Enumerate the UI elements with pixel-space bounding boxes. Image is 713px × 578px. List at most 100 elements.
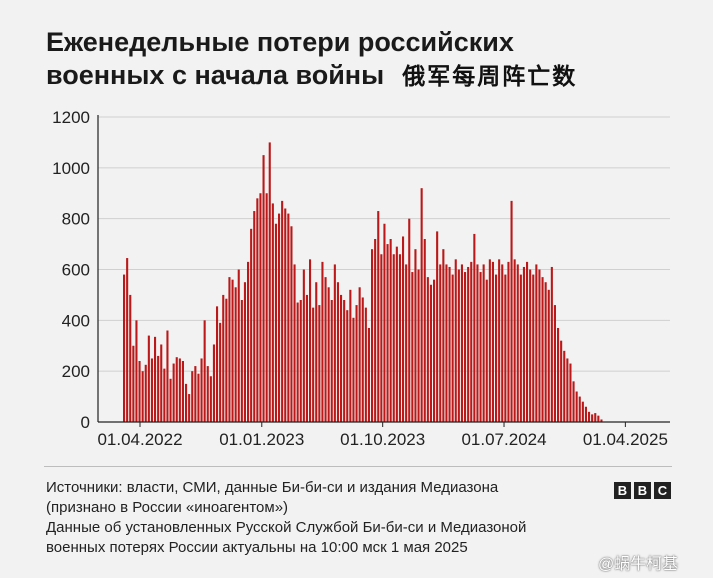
bar: [507, 261, 510, 423]
bar: [169, 378, 172, 422]
bar: [296, 302, 299, 422]
bbc-logo: B B C: [614, 482, 671, 499]
bar: [309, 259, 312, 422]
bar: [426, 277, 429, 423]
bar: [464, 272, 467, 422]
y-tick-label: 800: [62, 210, 90, 229]
bar: [553, 305, 556, 422]
bar: [442, 249, 445, 422]
weekly-losses-bar-chart: 0 200 400 600 800 1000 1200 01.04.2022 01.01.20…: [52, 108, 670, 449]
bar: [513, 259, 516, 422]
bar: [194, 366, 197, 422]
source-line-1: Источники: власти, СМИ, данные Би-би-си …: [46, 479, 499, 496]
bar: [212, 344, 215, 422]
bar: [482, 264, 485, 422]
bar: [228, 277, 231, 423]
bar: [144, 364, 147, 422]
source-line-2: (признано в России «иноагентом»): [46, 499, 289, 516]
bar: [597, 415, 600, 422]
bar: [185, 383, 188, 423]
y-tick-label: 1000: [52, 159, 90, 178]
source-line-4: военных потерях России актуальны на 10:0…: [46, 539, 468, 556]
bar: [476, 264, 479, 422]
bar: [470, 261, 473, 423]
bar: [324, 277, 327, 423]
bar: [209, 376, 212, 422]
chart-title-line-2: военных с начала войны 俄军每周阵亡数: [46, 59, 686, 93]
bar: [479, 272, 482, 422]
bar: [436, 231, 439, 423]
bar: [417, 269, 420, 422]
bar: [312, 307, 315, 423]
bar: [355, 305, 358, 422]
bar: [138, 361, 141, 422]
bar: [578, 396, 581, 422]
bar: [560, 340, 563, 422]
bar: [473, 233, 476, 422]
bar: [274, 223, 277, 422]
bar: [349, 289, 352, 422]
bar: [411, 272, 414, 422]
bar: [423, 239, 426, 422]
bar: [240, 300, 243, 422]
bar: [219, 322, 222, 423]
bar: [154, 336, 157, 422]
bar: [538, 269, 541, 422]
bar: [191, 371, 194, 422]
bar: [374, 239, 377, 422]
bar: [504, 274, 507, 422]
bar: [572, 381, 575, 422]
bar: [188, 394, 191, 422]
bar: [420, 188, 423, 422]
bar: [126, 258, 129, 422]
y-axis: 0 200 400 600 800 1000 1200: [52, 108, 99, 432]
y-tick-label: 0: [81, 413, 90, 432]
bar: [321, 261, 324, 423]
watermark-text: @蜗牛柯基: [598, 556, 679, 573]
bar: [175, 357, 178, 422]
bar: [352, 317, 355, 422]
x-tick-label: 01.04.2022: [97, 430, 182, 449]
bar: [250, 228, 253, 422]
bar: [290, 226, 293, 422]
bar: [340, 294, 343, 422]
bar: [157, 355, 160, 422]
bar: [383, 223, 386, 422]
bar: [563, 350, 566, 422]
bar: [588, 411, 591, 422]
bar: [265, 193, 268, 422]
bar: [268, 142, 271, 423]
bar: [557, 327, 560, 422]
y-tick-label: 200: [62, 362, 90, 381]
bar: [234, 287, 237, 422]
bar: [225, 298, 228, 422]
bar: [516, 264, 519, 422]
bar: [278, 213, 281, 422]
bar: [439, 264, 442, 422]
x-axis: 01.04.2022 01.01.2023 01.10.2023 01.07.2024…: [97, 421, 670, 449]
bar: [600, 419, 603, 422]
bar: [135, 320, 138, 422]
bar: [271, 203, 274, 422]
bar: [299, 300, 302, 422]
bar: [457, 269, 460, 422]
bar: [336, 282, 339, 422]
x-tick-label: 01.01.2023: [219, 430, 304, 449]
bar: [361, 297, 364, 422]
source-note: Источники: власти, СМИ, данные Би-би-си …: [46, 478, 606, 558]
bar: [566, 358, 569, 422]
bar: [529, 269, 532, 422]
bar: [284, 208, 287, 422]
bar: [402, 236, 405, 422]
bar: [535, 264, 538, 422]
bar: [364, 307, 367, 423]
bar: [544, 282, 547, 422]
bar: [386, 244, 389, 422]
bar: [163, 368, 166, 423]
bar: [166, 330, 169, 422]
bar: [429, 284, 432, 422]
bar: [541, 277, 544, 423]
bar: [181, 361, 184, 422]
y-tick-label: 1200: [52, 108, 90, 127]
bar: [584, 406, 587, 422]
